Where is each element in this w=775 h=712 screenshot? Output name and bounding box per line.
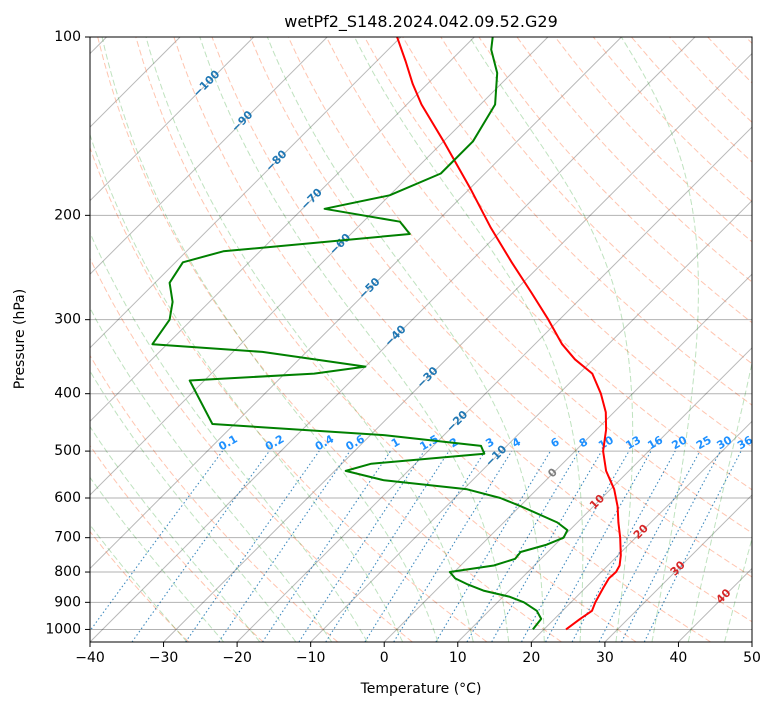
moist-adiabat-line xyxy=(688,37,775,642)
isotherm-line xyxy=(237,37,775,642)
y-tick-label: 700 xyxy=(54,530,81,546)
dry-adiabat-line xyxy=(212,37,775,642)
dry-adiabat-line xyxy=(708,37,775,642)
dry-adiabat-line xyxy=(403,37,775,642)
isotherm-line xyxy=(0,37,254,642)
isotherm-line xyxy=(458,37,775,642)
mixing-ratio-label: 25 xyxy=(694,433,714,452)
mixing-ratio-label: 4 xyxy=(510,435,523,450)
moist-adiabat-line xyxy=(6,37,332,642)
isotherm-line xyxy=(16,37,621,642)
mixing-ratio-line xyxy=(82,451,223,642)
mixing-ratio-line xyxy=(546,451,651,642)
dry-adiabat-line xyxy=(670,37,775,642)
dry-adiabat-label: 0 xyxy=(545,465,560,480)
x-tick-label: 30 xyxy=(596,650,614,666)
y-tick-label: 400 xyxy=(54,386,81,402)
moist-adiabat-line xyxy=(0,37,260,642)
dry-adiabat-label: 30 xyxy=(668,558,688,578)
isotherm-line xyxy=(531,37,775,642)
dry-adiabat-line xyxy=(441,37,775,642)
x-tick-label: 20 xyxy=(522,650,540,666)
isotherm-line xyxy=(605,37,775,642)
x-tick-label: 50 xyxy=(743,650,761,666)
x-axis-label: Temperature (°C) xyxy=(360,681,482,697)
x-tick-label: −20 xyxy=(222,650,252,666)
mixing-ratio-label: 0.6 xyxy=(344,432,368,453)
dry-adiabat-line xyxy=(0,37,338,642)
dry-adiabat-line xyxy=(60,37,488,642)
isotherm-line xyxy=(678,37,775,642)
mixing-ratio-line xyxy=(599,451,700,642)
x-tick-label: 10 xyxy=(449,650,467,666)
y-tick-label: 200 xyxy=(54,207,81,223)
mixing-ratio-label: 0.1 xyxy=(216,432,239,453)
y-tick-label: 600 xyxy=(54,490,81,506)
dry-adiabat-line xyxy=(0,37,189,642)
moist-adiabat-line xyxy=(0,37,187,642)
y-tick-label: 1000 xyxy=(45,621,81,637)
moist-adiabat-line xyxy=(470,37,633,642)
isotherm-line xyxy=(0,37,401,642)
y-tick-label: 500 xyxy=(54,443,81,459)
dry-adiabat-line xyxy=(631,37,775,642)
y-tick-label: 300 xyxy=(54,312,81,328)
dry-adiabat-label: −30 xyxy=(414,364,441,391)
mixing-ratio-label: 0.4 xyxy=(313,432,337,453)
dry-adiabat-label: −40 xyxy=(382,322,409,349)
x-tick-label: −10 xyxy=(296,650,326,666)
y-tick-label: 800 xyxy=(54,564,81,580)
mixing-ratio-line xyxy=(467,451,579,642)
mixing-ratio-label: 0.2 xyxy=(263,432,286,453)
mixing-ratio-line xyxy=(299,451,424,642)
isotherm-line xyxy=(164,37,769,642)
dry-adiabat-line xyxy=(746,37,775,642)
chart-title: wetPf2_S148.2024.042.09.52.G29 xyxy=(284,12,558,32)
x-tick-label: −30 xyxy=(149,650,179,666)
dry-adiabat-line xyxy=(555,37,775,642)
y-axis-label: Pressure (hPa) xyxy=(12,289,28,389)
dewpoint-line xyxy=(152,37,567,629)
mixing-ratio-line xyxy=(644,451,741,642)
isotherm-line xyxy=(752,37,775,642)
mixing-ratio-label: 13 xyxy=(623,433,643,452)
mixing-ratio-label: 30 xyxy=(714,433,734,452)
dry-adiabat-line xyxy=(21,37,412,642)
x-tick-label: 0 xyxy=(380,650,389,666)
y-tick-label: 100 xyxy=(54,29,81,45)
y-tick-label: 900 xyxy=(54,594,81,610)
mixing-ratio-label: 16 xyxy=(645,433,665,452)
moist-adiabat-line xyxy=(267,37,544,642)
moist-adiabat-line xyxy=(725,37,775,642)
dry-adiabat-line xyxy=(0,37,263,642)
x-tick-label: 40 xyxy=(670,650,688,666)
mixing-ratio-label: 1.5 xyxy=(418,432,441,453)
x-tick-label: −40 xyxy=(75,650,105,666)
dry-adiabat-label: −20 xyxy=(444,408,471,435)
dry-adiabat-line xyxy=(288,37,775,642)
dry-adiabat-label: −100 xyxy=(190,67,222,99)
moist-adiabat-line xyxy=(34,37,368,642)
mixing-ratio-line xyxy=(436,451,551,642)
